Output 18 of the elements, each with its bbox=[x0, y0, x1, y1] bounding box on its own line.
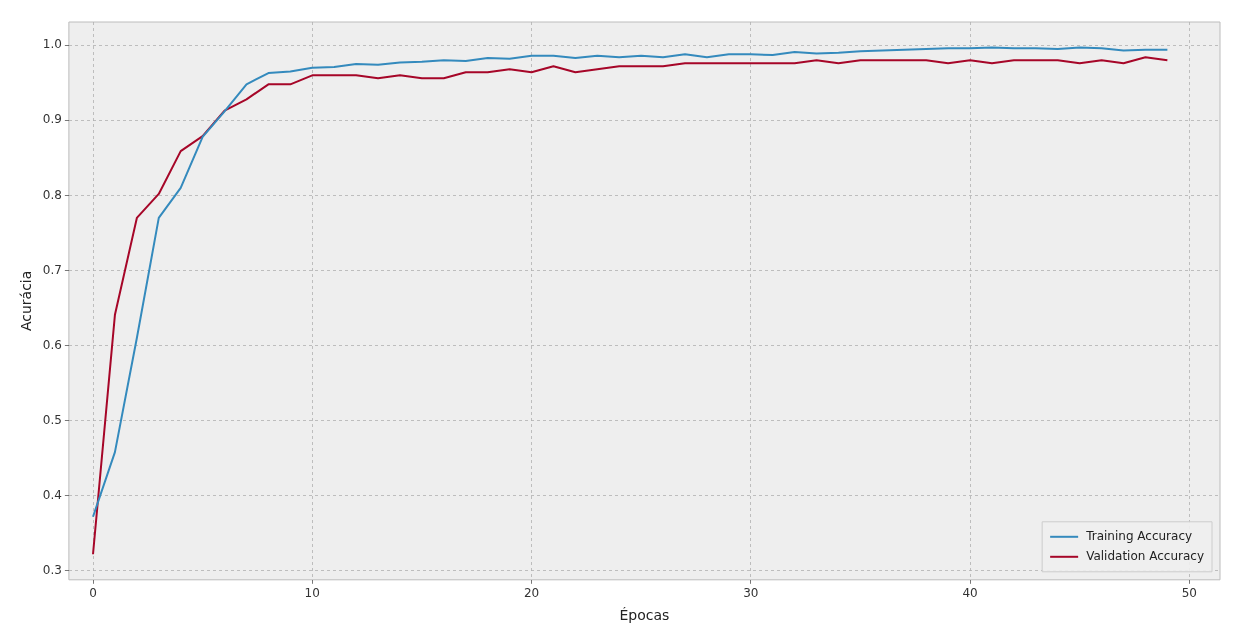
y-tick-label: 0.7 bbox=[42, 262, 62, 277]
y-axis-title: Acurácia bbox=[18, 270, 35, 332]
x-axis-title: Épocas bbox=[619, 607, 670, 624]
x-tick-label: 50 bbox=[1181, 586, 1197, 601]
x-tick-label: 0 bbox=[89, 586, 97, 601]
x-tick-label: 30 bbox=[743, 586, 759, 601]
x-tick-label: 40 bbox=[962, 586, 978, 601]
legend-label: Validation Accuracy bbox=[1086, 548, 1204, 563]
y-tick-label: 0.8 bbox=[42, 187, 62, 202]
x-tick-label: 20 bbox=[523, 586, 540, 601]
legend-label: Training Accuracy bbox=[1085, 528, 1193, 543]
y-tick-label: 0.5 bbox=[42, 412, 62, 427]
y-tick-label: 0.3 bbox=[42, 562, 62, 577]
y-tick-label: 0.4 bbox=[42, 487, 62, 502]
y-tick-label: 0.9 bbox=[42, 112, 62, 127]
y-tick-label: 0.6 bbox=[42, 337, 62, 352]
y-tick-label: 1.0 bbox=[42, 37, 62, 52]
x-tick-label: 10 bbox=[304, 586, 320, 601]
